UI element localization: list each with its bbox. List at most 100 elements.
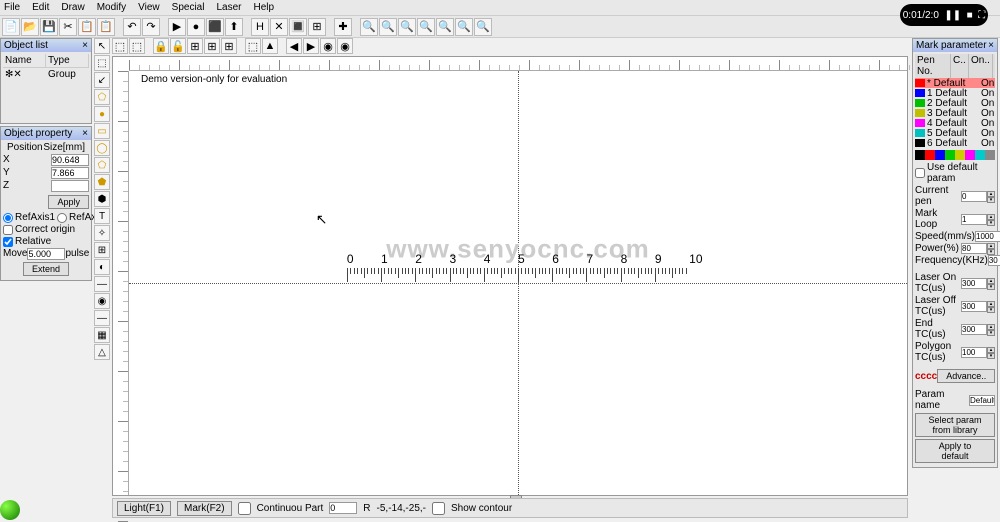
- menu-special[interactable]: Special: [172, 2, 205, 13]
- correct-origin-check[interactable]: [3, 225, 13, 235]
- swatch[interactable]: [915, 150, 925, 160]
- pause-icon[interactable]: ❚❚: [944, 10, 961, 21]
- edit-btn-7[interactable]: ⊞: [221, 38, 237, 54]
- tool-0[interactable]: ↖: [94, 38, 110, 54]
- toolbar-btn-17[interactable]: 🔳: [289, 18, 307, 36]
- extend-button[interactable]: Extend: [23, 262, 69, 276]
- video-overlay[interactable]: 0:01/2:0❚❚■⛶: [900, 4, 988, 26]
- refaxis1-radio[interactable]: [3, 213, 13, 223]
- tool-7[interactable]: ⬠: [94, 157, 110, 173]
- swatch[interactable]: [945, 150, 955, 160]
- tool-17[interactable]: ▦: [94, 327, 110, 343]
- advance-button[interactable]: Advance..: [937, 369, 995, 383]
- col-name[interactable]: Name: [3, 54, 46, 67]
- tool-4[interactable]: ●: [94, 106, 110, 122]
- toolbar-btn-24[interactable]: 🔍: [398, 18, 416, 36]
- cont-part-check[interactable]: [238, 502, 251, 515]
- relative-check[interactable]: [3, 237, 13, 247]
- ruler-object[interactable]: 012345678910: [347, 266, 689, 294]
- drawing-area[interactable]: Demo version-only for evaluation www.sen…: [129, 71, 907, 495]
- expand-icon[interactable]: ⛶: [978, 10, 985, 21]
- pen-row[interactable]: 6 DefaultOn: [915, 138, 995, 148]
- pen-row[interactable]: 1 DefaultOn: [915, 88, 995, 98]
- swatch[interactable]: [965, 150, 975, 160]
- toolbar-btn-25[interactable]: 🔍: [417, 18, 435, 36]
- pen-row[interactable]: 3 DefaultOn: [915, 108, 995, 118]
- menu-help[interactable]: Help: [253, 2, 274, 13]
- toolbar-btn-12[interactable]: ⬛: [206, 18, 224, 36]
- tool-12[interactable]: ⊞: [94, 242, 110, 258]
- toolbar-btn-8[interactable]: ↷: [142, 18, 160, 36]
- toolbar-btn-5[interactable]: 📋: [97, 18, 115, 36]
- menu-view[interactable]: View: [138, 2, 160, 13]
- tool-16[interactable]: —: [94, 310, 110, 326]
- tool-6[interactable]: ◯: [94, 140, 110, 156]
- edit-btn-9[interactable]: ⬚: [245, 38, 261, 54]
- swatch[interactable]: [955, 150, 965, 160]
- toolbar-btn-22[interactable]: 🔍: [360, 18, 378, 36]
- toolbar-btn-26[interactable]: 🔍: [436, 18, 454, 36]
- cont-part-input[interactable]: [329, 502, 357, 514]
- swatch[interactable]: [925, 150, 935, 160]
- close-icon[interactable]: ×: [82, 128, 88, 139]
- tool-15[interactable]: ◉: [94, 293, 110, 309]
- edit-btn-10[interactable]: ▲: [262, 38, 278, 54]
- toolbar-btn-23[interactable]: 🔍: [379, 18, 397, 36]
- light-button[interactable]: Light(F1): [117, 501, 171, 516]
- list-item[interactable]: ✻✕ Group: [3, 68, 89, 81]
- menu-laser[interactable]: Laser: [216, 2, 241, 13]
- apply-default-button[interactable]: Apply to default: [915, 439, 995, 463]
- mark-button[interactable]: Mark(F2): [177, 501, 232, 516]
- toolbar-btn-4[interactable]: 📋: [78, 18, 96, 36]
- toolbar-btn-13[interactable]: ⬆: [225, 18, 243, 36]
- edit-btn-12[interactable]: ◀: [286, 38, 302, 54]
- tool-2[interactable]: ↙: [94, 72, 110, 88]
- color-swatches[interactable]: [915, 150, 995, 160]
- move-input[interactable]: [27, 248, 65, 260]
- toolbar-btn-15[interactable]: H: [251, 18, 269, 36]
- tool-13[interactable]: ◐: [94, 259, 110, 275]
- tool-10[interactable]: T: [94, 208, 110, 224]
- menu-file[interactable]: File: [4, 2, 20, 13]
- toolbar-btn-1[interactable]: 📂: [21, 18, 39, 36]
- close-icon[interactable]: ×: [988, 40, 994, 51]
- edit-btn-1[interactable]: ⬚: [129, 38, 145, 54]
- toolbar-btn-7[interactable]: ↶: [123, 18, 141, 36]
- toolbar-btn-20[interactable]: ✚: [334, 18, 352, 36]
- tool-1[interactable]: ⬚: [94, 55, 110, 71]
- swatch[interactable]: [975, 150, 985, 160]
- toolbar-btn-10[interactable]: ▶: [168, 18, 186, 36]
- edit-btn-3[interactable]: 🔒: [153, 38, 169, 54]
- pen-row[interactable]: 2 DefaultOn: [915, 98, 995, 108]
- edit-btn-5[interactable]: ⊞: [187, 38, 203, 54]
- toolbar-btn-16[interactable]: ✕: [270, 18, 288, 36]
- pen-row[interactable]: 5 DefaultOn: [915, 128, 995, 138]
- tool-11[interactable]: ✧: [94, 225, 110, 241]
- col-type[interactable]: Type: [46, 54, 89, 67]
- edit-btn-4[interactable]: 🔓: [170, 38, 186, 54]
- toolbar-btn-11[interactable]: ●: [187, 18, 205, 36]
- toolbar-btn-18[interactable]: ⊞: [308, 18, 326, 36]
- pen-row[interactable]: 4 DefaultOn: [915, 118, 995, 128]
- apply-button[interactable]: Apply: [48, 195, 89, 209]
- toolbar-btn-0[interactable]: 📄: [2, 18, 20, 36]
- pen-row[interactable]: * DefaultOn: [915, 78, 995, 88]
- tool-8[interactable]: ⬟: [94, 174, 110, 190]
- swatch[interactable]: [985, 150, 995, 160]
- tool-18[interactable]: △: [94, 344, 110, 360]
- edit-btn-13[interactable]: ▶: [303, 38, 319, 54]
- param-name-input[interactable]: [969, 395, 995, 406]
- y-input[interactable]: [51, 167, 89, 179]
- select-lib-button[interactable]: Select param from library: [915, 413, 995, 437]
- swatch[interactable]: [935, 150, 945, 160]
- use-default-check[interactable]: [915, 168, 925, 178]
- z-input[interactable]: [51, 180, 89, 192]
- x-input[interactable]: [51, 154, 89, 166]
- edit-btn-0[interactable]: ⬚: [112, 38, 128, 54]
- edit-btn-14[interactable]: ◉: [320, 38, 336, 54]
- stop-icon[interactable]: ■: [967, 10, 973, 21]
- menu-draw[interactable]: Draw: [61, 2, 84, 13]
- show-contour-check[interactable]: [432, 502, 445, 515]
- tool-14[interactable]: —: [94, 276, 110, 292]
- refaxis2-radio[interactable]: [57, 213, 67, 223]
